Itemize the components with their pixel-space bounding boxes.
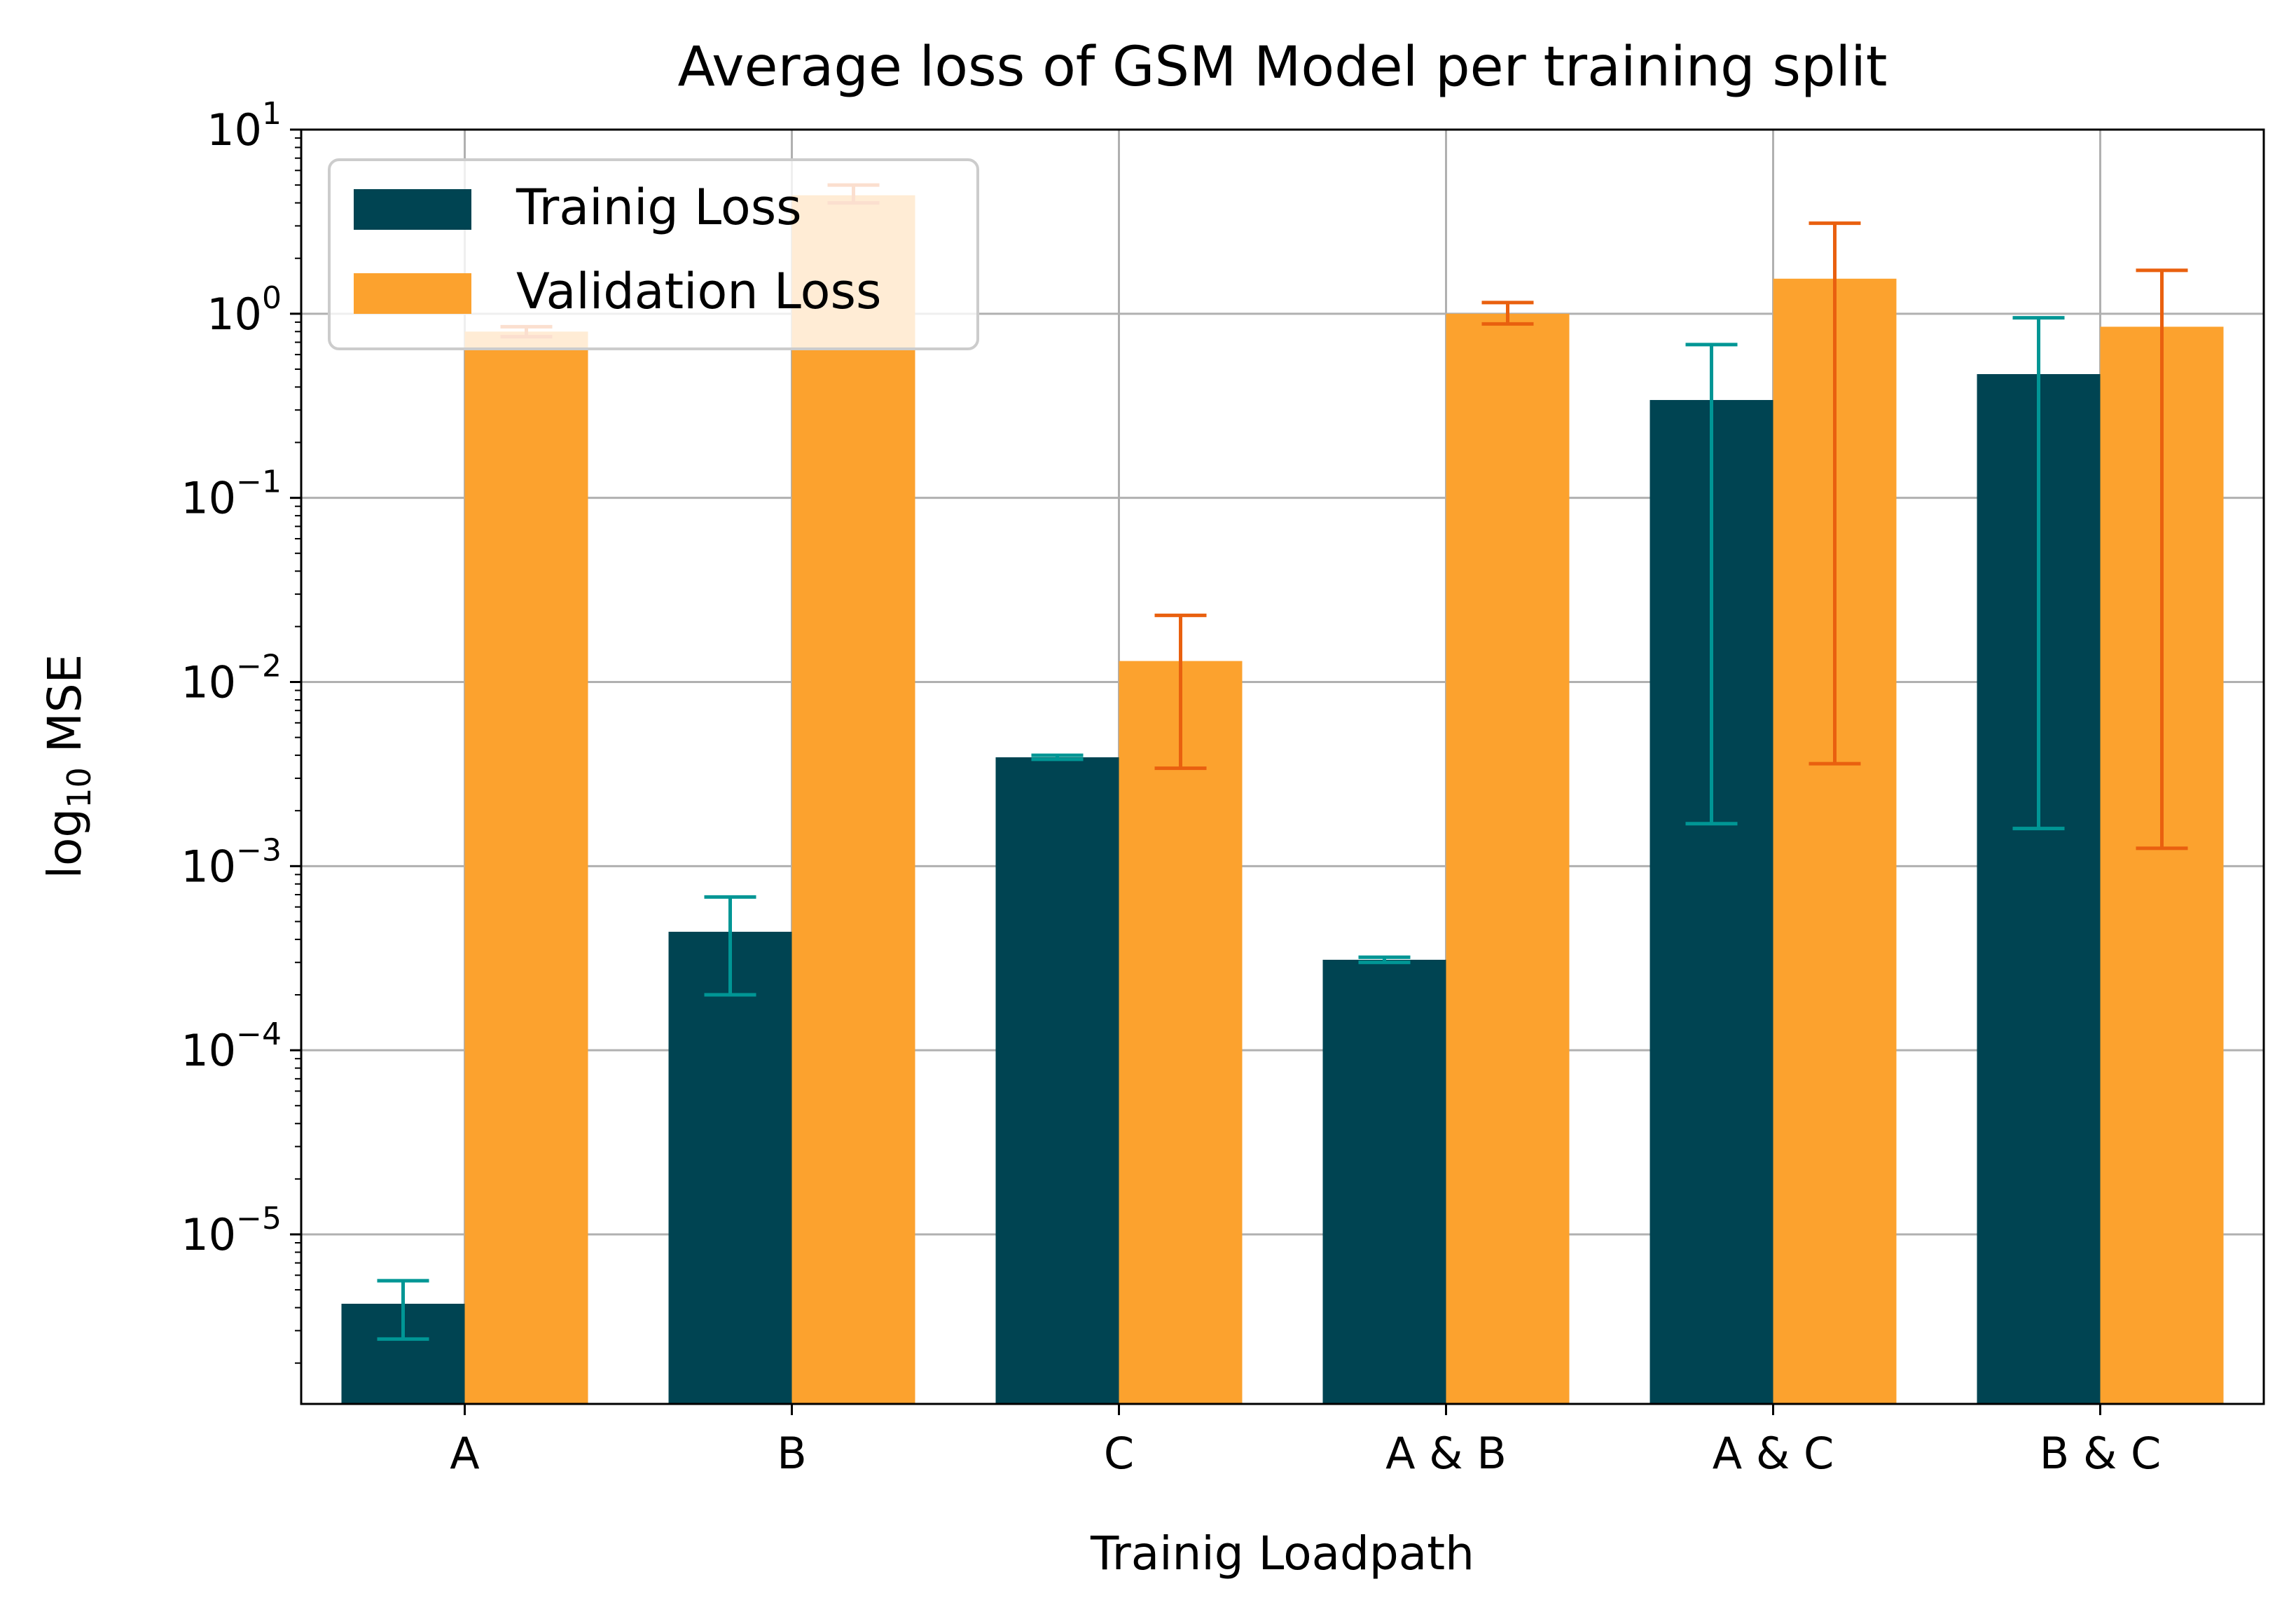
validation-loss-bar <box>791 195 915 1404</box>
y-tick-label-base: 10 <box>181 1025 236 1076</box>
y-tick-label-exponent: 0 <box>262 280 282 316</box>
y-tick-label: 10−3 <box>181 832 282 892</box>
y-tick-label-base: 10 <box>207 104 262 156</box>
bars <box>341 195 2224 1405</box>
y-tick-label-base: 10 <box>181 473 236 524</box>
x-tick-label: B <box>777 1428 807 1479</box>
legend-label-training-loss: Trainig Loss <box>516 179 802 236</box>
y-tick-label: 10−5 <box>181 1201 282 1260</box>
x-tick-label: B & C <box>2040 1428 2162 1479</box>
y-tick-label-exponent: −3 <box>236 832 282 868</box>
y-tick-label-base: 10 <box>181 841 236 892</box>
y-axis-label-subscript: 10 <box>60 767 98 808</box>
plot-area-frame <box>300 128 2265 1405</box>
x-tick-label: C <box>1104 1428 1134 1479</box>
y-tick-label-base: 10 <box>181 656 236 708</box>
legend-swatch-training-loss <box>354 189 471 230</box>
y-tick-label: 10−2 <box>181 648 282 708</box>
y-tick-label: 100 <box>207 280 282 340</box>
y-tick-label-exponent: −4 <box>236 1017 282 1052</box>
y-tick-label-exponent: −2 <box>236 648 282 684</box>
y-tick-label-exponent: −5 <box>236 1201 282 1236</box>
y-tick-label-base: 10 <box>207 289 262 340</box>
y-tick-label-exponent: 1 <box>262 96 282 132</box>
y-axis-label: log10 MSE <box>38 654 98 879</box>
chart-title: Average loss of GSM Model per training s… <box>678 36 1888 99</box>
legend: Trainig Loss Validation Loss <box>328 158 979 350</box>
x-tick-label: A & C <box>1713 1428 1834 1479</box>
y-axis-label-suffix: MSE <box>38 654 92 768</box>
x-tick-label: A <box>450 1428 479 1479</box>
validation-loss-bar <box>1446 313 1570 1404</box>
x-tick-label: A & B <box>1385 1428 1507 1479</box>
validation-loss-bar <box>1119 661 1243 1405</box>
training-loss-bar <box>995 757 1119 1404</box>
y-tick-label-base: 10 <box>181 1209 236 1260</box>
y-tick-label: 101 <box>207 96 282 156</box>
x-axis-label: Trainig Loadpath <box>1090 1527 1474 1580</box>
legend-swatch-validation-loss <box>354 273 471 314</box>
legend-label-validation-loss: Validation Loss <box>516 263 881 320</box>
training-loss-bar <box>668 932 792 1404</box>
y-tick-label: 10−4 <box>181 1017 282 1076</box>
validation-loss-bar <box>464 331 588 1405</box>
training-loss-bar <box>1322 960 1446 1404</box>
y-tick-label: 10−1 <box>181 464 282 524</box>
y-tick-label-exponent: −1 <box>236 464 282 500</box>
legend-box <box>328 158 979 350</box>
y-axis-label-base: log <box>38 808 92 879</box>
